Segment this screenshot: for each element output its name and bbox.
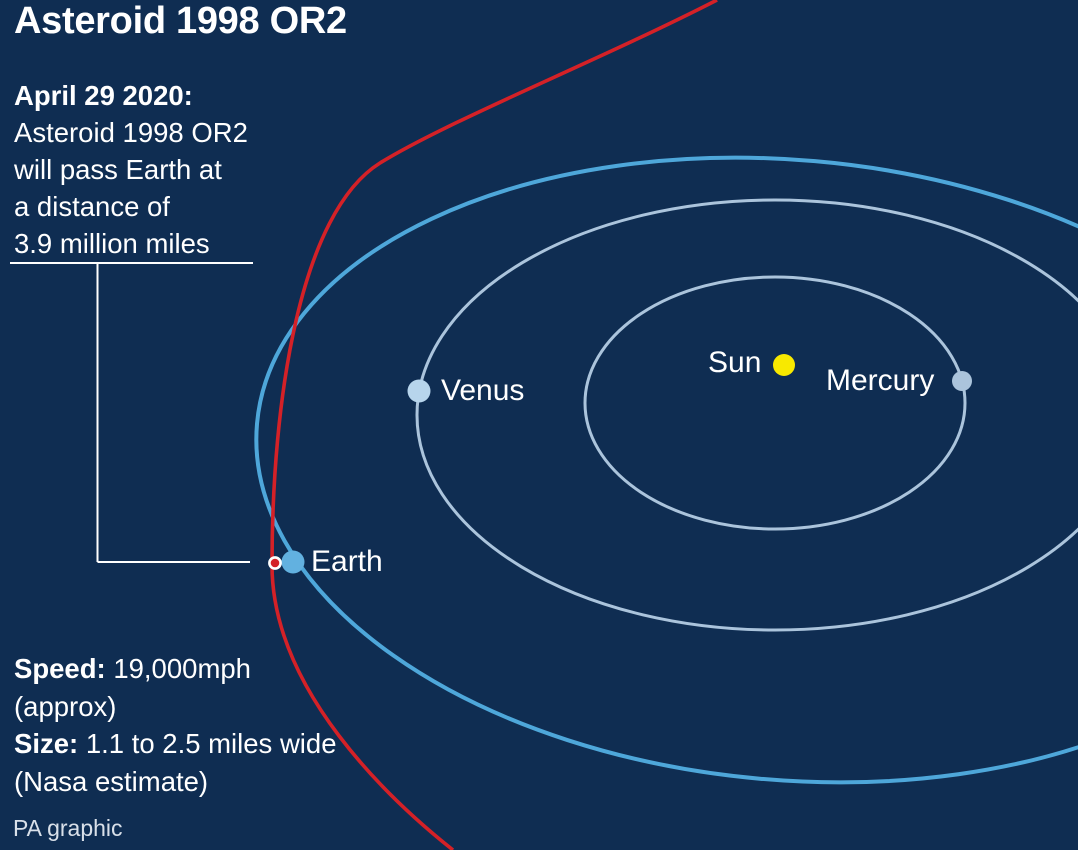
sun-dot [773, 354, 795, 376]
speed-note: (approx) [14, 690, 117, 722]
size-label: Size: [14, 728, 79, 759]
earth-dot [281, 550, 305, 574]
annotation-line: will pass Earth at [14, 154, 222, 185]
source-credit: PA graphic [13, 815, 123, 841]
asteroid-orbit [270, 0, 718, 850]
size-note: (Nasa estimate) [14, 765, 209, 797]
venus-dot [407, 379, 431, 403]
close-approach-annotation: April 29 2020: Asteroid 1998 OR2 will pa… [14, 77, 248, 262]
size-line: Size: 1.1 to 2.5 miles wide [14, 725, 337, 763]
mercury-dot [952, 371, 972, 391]
annotation-line: Asteroid 1998 OR2 [14, 117, 248, 148]
mercury-label: Mercury [826, 364, 935, 397]
callout-line [10, 262, 253, 563]
speed-value: 19,000mph [105, 653, 251, 684]
venus-orbit [415, 198, 1078, 632]
earth-label: Earth [311, 545, 383, 578]
speed-label: Speed: [14, 653, 106, 684]
mercury-orbit [583, 275, 967, 531]
asteroid-facts: Speed: 19,000mph (approx) Size: 1.1 to 2… [14, 650, 337, 800]
venus-label: Venus [441, 374, 525, 407]
speed-line: Speed: 19,000mph [14, 650, 337, 688]
sun-label: Sun [708, 346, 762, 379]
page-title: Asteroid 1998 OR2 [14, 0, 347, 42]
annotation-date: April 29 2020: [14, 80, 193, 111]
annotation-line: a distance of [14, 191, 170, 222]
annotation-line: 3.9 million miles [14, 228, 210, 259]
size-value: 1.1 to 2.5 miles wide [78, 728, 337, 759]
asteroid-dot [268, 556, 282, 570]
earth-orbit [254, 155, 1078, 785]
